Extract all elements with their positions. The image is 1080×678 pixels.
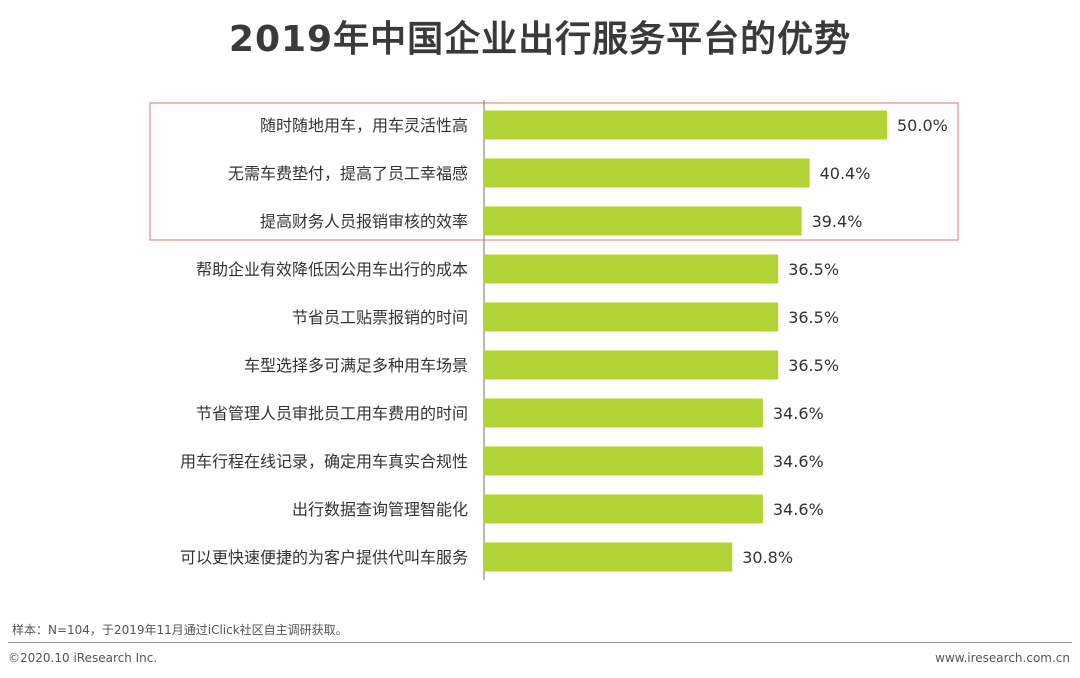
chart-title: 2019年中国企业出行服务平台的优势 — [228, 19, 852, 60]
category-label-1: 无需车费垫付，提高了员工幸福感 — [228, 164, 468, 183]
bar-7 — [484, 446, 763, 476]
category-label-6: 节省管理人员审批员工用车费用的时间 — [196, 404, 468, 423]
footer-divider — [8, 642, 1072, 643]
bar-0 — [484, 110, 887, 140]
bar-9 — [484, 542, 733, 572]
bar-5 — [484, 350, 779, 380]
category-label-2: 提高财务人员报销审核的效率 — [260, 212, 468, 231]
value-label-8: 34.6% — [773, 500, 824, 519]
bar-6 — [484, 398, 763, 428]
bar-1 — [484, 158, 810, 188]
category-label-8: 出行数据查询管理智能化 — [292, 500, 468, 519]
value-label-5: 36.5% — [788, 356, 839, 375]
value-label-1: 40.4% — [820, 164, 871, 183]
value-label-0: 50.0% — [897, 116, 948, 135]
highlight-box — [149, 102, 959, 241]
category-label-9: 可以更快速便捷的为客户提供代叫车服务 — [180, 548, 468, 567]
bar-3 — [484, 254, 779, 284]
value-label-6: 34.6% — [773, 404, 824, 423]
category-label-0: 随时随地用车，用车灵活性高 — [260, 116, 468, 135]
website-link[interactable]: www.iresearch.com.cn — [935, 651, 1070, 665]
category-label-7: 用车行程在线记录，确定用车真实合规性 — [180, 452, 468, 471]
category-label-3: 帮助企业有效降低因公用车出行的成本 — [196, 260, 468, 279]
value-label-7: 34.6% — [773, 452, 824, 471]
value-label-9: 30.8% — [742, 548, 793, 567]
bar-4 — [484, 302, 779, 332]
bar-chart: 随时随地用车，用车灵活性高 50.0% 无需车费垫付，提高了员工幸福感 40.4% 提高… — [149, 100, 959, 580]
value-label-2: 39.4% — [812, 212, 863, 231]
category-label-5: 车型选择多可满足多种用车场景 — [244, 356, 468, 375]
sample-note: 样本：N=104，于2019年11月通过iClick社区自主调研获取。 — [12, 623, 348, 637]
category-label-4: 节省员工贴票报销的时间 — [292, 308, 468, 327]
value-label-3: 36.5% — [788, 260, 839, 279]
copyright: ©2020.10 iResearch Inc. — [8, 651, 158, 665]
bar-2 — [484, 206, 802, 236]
value-label-4: 36.5% — [788, 308, 839, 327]
bar-8 — [484, 494, 763, 524]
